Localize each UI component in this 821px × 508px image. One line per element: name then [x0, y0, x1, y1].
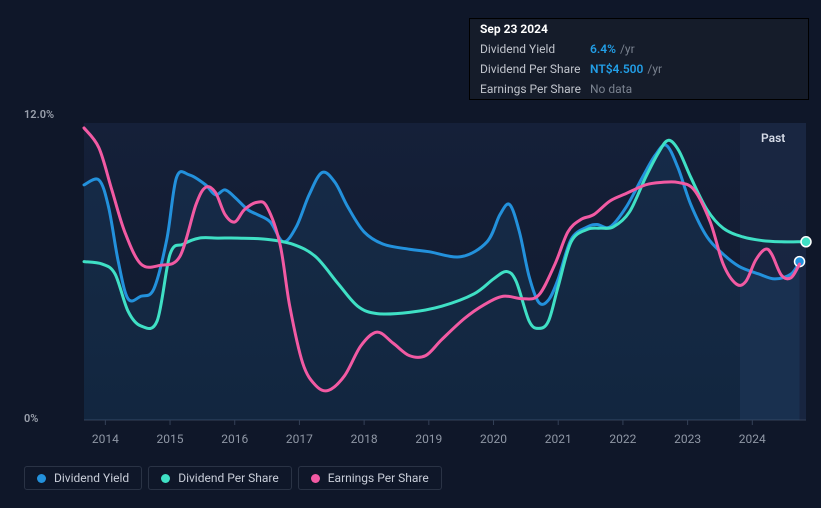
x-axis-tick: 2020 — [480, 432, 507, 446]
tooltip-label: Earnings Per Share — [480, 82, 590, 96]
tooltip-value: 6.4% — [590, 42, 616, 56]
tooltip-value: No data — [590, 82, 632, 96]
legend-item[interactable]: Earnings Per Share — [298, 466, 442, 490]
x-axis-tick: 2017 — [286, 432, 313, 446]
x-axis-tick: 2023 — [674, 432, 701, 446]
legend-label: Dividend Per Share — [178, 471, 279, 485]
legend: Dividend Yield Dividend Per Share Earnings… — [24, 466, 442, 490]
x-axis-tick: 2016 — [221, 432, 248, 446]
legend-label: Earnings Per Share — [328, 471, 429, 485]
x-axis-tick: 2018 — [351, 432, 378, 446]
y-axis-max-label: 12.0% — [24, 108, 54, 121]
tooltip-row: Earnings Per ShareNo data — [470, 79, 808, 99]
legend-item[interactable]: Dividend Per Share — [148, 466, 292, 490]
legend-dot — [311, 474, 320, 483]
past-region-label: Past — [761, 131, 785, 145]
x-axis-tick: 2022 — [609, 432, 636, 446]
tooltip-row: Dividend Per ShareNT$4.500/yr — [470, 59, 808, 79]
legend-dot — [161, 474, 170, 483]
tooltip-label: Dividend Yield — [480, 42, 590, 56]
chart-tooltip: Sep 23 2024 Dividend Yield6.4%/yrDividen… — [469, 18, 809, 100]
tooltip-date: Sep 23 2024 — [470, 19, 808, 39]
tooltip-value: NT$4.500 — [590, 62, 643, 76]
x-axis-tick: 2014 — [92, 432, 119, 446]
tooltip-row: Dividend Yield6.4% /yr — [470, 39, 808, 59]
x-axis-tick: 2019 — [415, 432, 442, 446]
tooltip-unit: /yr — [620, 42, 635, 56]
legend-dot — [37, 474, 46, 483]
legend-item[interactable]: Dividend Yield — [24, 466, 142, 490]
x-axis-tick: 2021 — [545, 432, 572, 446]
tooltip-unit: /yr — [647, 62, 662, 76]
legend-label: Dividend Yield — [54, 471, 129, 485]
x-axis-tick: 2024 — [739, 432, 766, 446]
x-axis-tick: 2015 — [157, 432, 184, 446]
tooltip-label: Dividend Per Share — [480, 62, 590, 76]
y-axis-min-label: 0% — [24, 412, 38, 425]
